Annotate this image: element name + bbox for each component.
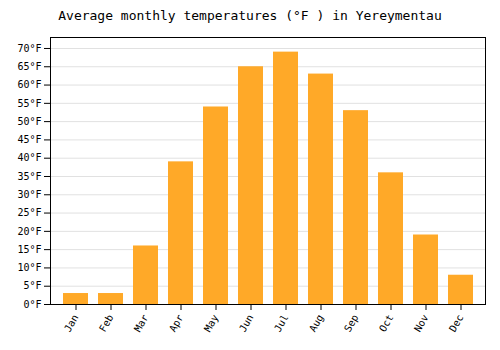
svg-text:Oct: Oct [377, 313, 396, 334]
svg-text:May: May [202, 313, 221, 334]
svg-text:55°F: 55°F [17, 98, 41, 109]
svg-text:Jun: Jun [237, 313, 256, 334]
svg-text:25°F: 25°F [17, 207, 41, 218]
svg-text:Dec: Dec [447, 313, 466, 334]
svg-text:5°F: 5°F [23, 280, 41, 291]
svg-text:Feb: Feb [97, 313, 116, 334]
svg-text:40°F: 40°F [17, 152, 41, 163]
svg-text:0°F: 0°F [23, 299, 41, 310]
svg-text:35°F: 35°F [17, 171, 41, 182]
svg-text:Mar: Mar [132, 313, 151, 334]
svg-text:70°F: 70°F [17, 43, 41, 54]
svg-text:45°F: 45°F [17, 134, 41, 145]
svg-text:15°F: 15°F [17, 244, 41, 255]
svg-text:Apr: Apr [167, 313, 186, 334]
svg-text:Aug: Aug [307, 313, 326, 334]
svg-text:60°F: 60°F [17, 79, 41, 90]
svg-text:65°F: 65°F [17, 61, 41, 72]
svg-text:Nov: Nov [412, 313, 431, 334]
svg-text:20°F: 20°F [17, 226, 41, 237]
svg-text:10°F: 10°F [17, 262, 41, 273]
svg-text:50°F: 50°F [17, 116, 41, 127]
svg-text:Jan: Jan [62, 313, 81, 334]
svg-text:Sep: Sep [342, 313, 361, 334]
svg-text:30°F: 30°F [17, 189, 41, 200]
svg-text:Jul: Jul [272, 313, 291, 334]
html-text:Average monthly temperatures (: Average monthly temperatures (°F ) in Ye… [58, 8, 442, 23]
